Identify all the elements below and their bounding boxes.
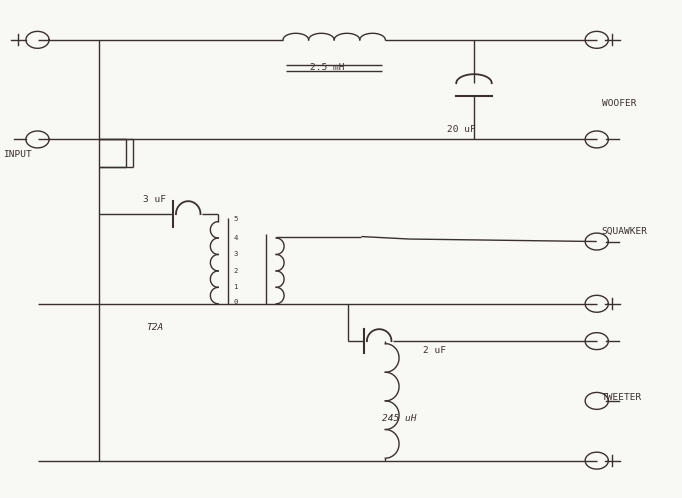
Text: 245 uH: 245 uH: [382, 414, 417, 423]
Text: WOOFER: WOOFER: [602, 99, 636, 108]
Text: 1: 1: [233, 284, 238, 290]
Text: 20 uF: 20 uF: [447, 125, 475, 134]
Text: INPUT: INPUT: [3, 150, 32, 159]
Text: 2: 2: [233, 268, 238, 274]
Text: 5: 5: [233, 216, 238, 222]
Text: 0: 0: [233, 299, 238, 305]
Text: 2 uF: 2 uF: [423, 346, 446, 355]
Text: 3: 3: [233, 251, 238, 257]
Text: 2.5 mH: 2.5 mH: [310, 63, 345, 72]
Text: 4: 4: [233, 235, 238, 241]
Text: T2A: T2A: [147, 323, 164, 332]
Text: 3 uF: 3 uF: [143, 195, 166, 204]
Text: SQUAWKER: SQUAWKER: [602, 227, 647, 236]
Text: TWEETER: TWEETER: [602, 393, 642, 402]
